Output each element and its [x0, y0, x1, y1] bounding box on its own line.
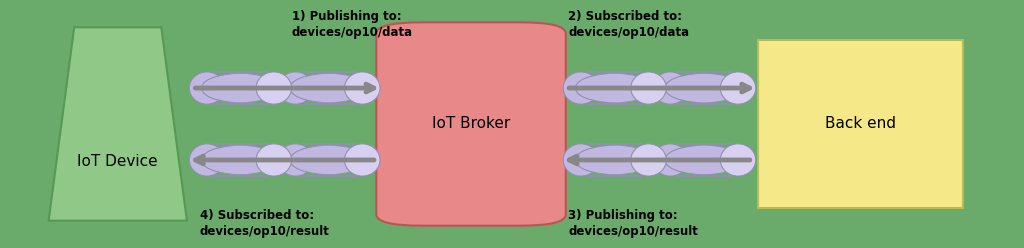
Ellipse shape: [256, 144, 292, 176]
Ellipse shape: [631, 72, 667, 104]
FancyBboxPatch shape: [665, 72, 743, 104]
Ellipse shape: [652, 72, 688, 104]
Ellipse shape: [652, 144, 688, 176]
Text: 3) Publishing to:
devices/op10/result: 3) Publishing to: devices/op10/result: [568, 209, 698, 238]
Ellipse shape: [344, 144, 380, 176]
Text: 4) Subscribed to:
devices/op10/result: 4) Subscribed to: devices/op10/result: [200, 209, 330, 238]
Bar: [758, 40, 963, 208]
Text: 2) Subscribed to:
devices/op10/data: 2) Subscribed to: devices/op10/data: [568, 10, 689, 39]
FancyBboxPatch shape: [290, 72, 368, 104]
Ellipse shape: [256, 72, 292, 104]
Ellipse shape: [563, 72, 599, 104]
Polygon shape: [49, 27, 186, 221]
Ellipse shape: [189, 72, 225, 104]
FancyBboxPatch shape: [377, 22, 565, 226]
Text: IoT Broker: IoT Broker: [432, 117, 510, 131]
FancyBboxPatch shape: [575, 72, 654, 104]
Text: IoT Device: IoT Device: [78, 154, 158, 169]
FancyBboxPatch shape: [575, 144, 654, 176]
Ellipse shape: [720, 72, 756, 104]
FancyBboxPatch shape: [290, 144, 368, 176]
FancyBboxPatch shape: [202, 144, 280, 176]
Ellipse shape: [720, 144, 756, 176]
Ellipse shape: [278, 72, 313, 104]
Ellipse shape: [563, 144, 599, 176]
FancyBboxPatch shape: [665, 144, 743, 176]
Ellipse shape: [189, 144, 225, 176]
Text: Back end: Back end: [824, 117, 896, 131]
Ellipse shape: [631, 144, 667, 176]
Ellipse shape: [278, 144, 313, 176]
FancyBboxPatch shape: [202, 72, 280, 104]
Text: 1) Publishing to:
devices/op10/data: 1) Publishing to: devices/op10/data: [292, 10, 413, 39]
Ellipse shape: [344, 72, 380, 104]
